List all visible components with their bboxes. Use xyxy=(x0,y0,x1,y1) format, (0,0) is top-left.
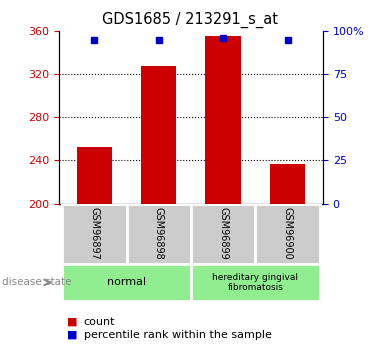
Text: ■: ■ xyxy=(66,330,77,339)
Bar xyxy=(191,204,255,264)
Text: percentile rank within the sample: percentile rank within the sample xyxy=(84,330,271,339)
Text: count: count xyxy=(84,317,115,326)
Bar xyxy=(77,148,112,204)
Text: GSM96897: GSM96897 xyxy=(89,207,99,260)
Text: ■: ■ xyxy=(66,317,77,326)
Text: hereditary gingival
fibromatosis: hereditary gingival fibromatosis xyxy=(212,273,298,292)
Bar xyxy=(127,204,191,264)
Text: disease state: disease state xyxy=(2,277,71,287)
Bar xyxy=(62,204,127,264)
Bar xyxy=(191,264,320,301)
Text: GSM96899: GSM96899 xyxy=(218,207,228,260)
Text: GDS1685 / 213291_s_at: GDS1685 / 213291_s_at xyxy=(102,12,278,28)
Bar xyxy=(62,264,191,301)
Text: GSM96898: GSM96898 xyxy=(154,207,164,260)
Bar xyxy=(270,164,305,204)
Text: GSM96900: GSM96900 xyxy=(283,207,293,260)
Bar xyxy=(255,204,320,264)
Bar xyxy=(206,37,241,204)
Bar xyxy=(141,66,176,204)
Text: normal: normal xyxy=(107,277,146,287)
